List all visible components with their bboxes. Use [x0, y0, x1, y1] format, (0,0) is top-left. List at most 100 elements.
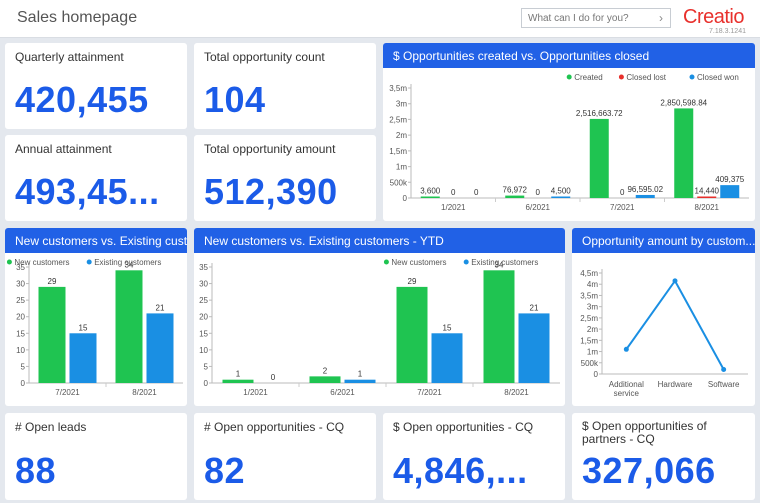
y-tick-label: 30 [199, 280, 208, 289]
x-tick-label: 1/2021 [441, 203, 466, 212]
legend-item: Existing customers [94, 258, 161, 267]
y-tick-label: 1m [587, 348, 598, 357]
x-tick-label: 1/2021 [243, 388, 268, 397]
search-input[interactable]: What can I do for you? › [521, 8, 671, 28]
legend-dot [566, 74, 572, 80]
bar-closed-won [551, 196, 571, 198]
kpi-value: 420,455 [15, 79, 149, 120]
bar-existing-customers [344, 379, 376, 383]
kpi-open-opportunities-amount[interactable]: $ Open opportunities - CQ 4,846,... [383, 413, 565, 500]
y-tick-label: 3,5m [580, 291, 598, 300]
data-label: 0 [620, 188, 625, 197]
chevron-right-icon[interactable]: › [659, 11, 663, 25]
legend-dot [463, 259, 469, 265]
data-label: 2,516,663.72 [576, 109, 623, 118]
y-tick-label: 4,5m [580, 269, 598, 278]
x-tick-label: 6/2021 [526, 203, 551, 212]
y-tick-label: 15 [16, 329, 25, 338]
x-tick-label: 7/2021 [55, 388, 80, 397]
y-tick-label: 20 [199, 313, 208, 322]
kpi-annual-attainment[interactable]: Annual attainment 493,45... [5, 135, 187, 221]
kpi-quarterly-attainment[interactable]: Quarterly attainment 420,455 [5, 43, 187, 129]
y-tick-label: 3m [587, 303, 598, 312]
chart-title: New customers vs. Existing customers - Y… [194, 228, 565, 253]
y-tick-label: 0 [403, 194, 408, 203]
x-tick-label: 7/2021 [417, 388, 442, 397]
bar-created [505, 195, 525, 198]
bar-new-customers [38, 286, 66, 383]
bar-new-customers [309, 376, 341, 383]
kpi-opportunity-count[interactable]: Total opportunity count 104 [194, 43, 376, 129]
data-label: 34 [495, 260, 504, 269]
x-tick-label: 8/2021 [695, 203, 720, 212]
chart-new-vs-existing[interactable]: New customers vs. Existing cust... 0 5 10 1… [5, 228, 187, 406]
y-tick-label: 1,5m [389, 147, 407, 156]
x-tick-label: 6/2021 [330, 388, 355, 397]
kpi-label: # Open leads [15, 420, 87, 434]
legend-item: Existing customers [471, 258, 538, 267]
kpi-open-leads[interactable]: # Open leads 88 [5, 413, 187, 500]
data-label: 4,500 [551, 187, 572, 196]
chart-title: $ Opportunities created vs. Opportunitie… [383, 43, 755, 68]
x-tick-label: 7/2021 [610, 203, 635, 212]
x-tick-label: service [614, 389, 640, 398]
legend-item: Closed lost [626, 73, 666, 82]
legend-dot [383, 259, 389, 265]
bar-new-customers [115, 270, 143, 383]
data-label: 34 [125, 260, 134, 269]
chart-svg: 0 5 10 15 20 25 30 35 7/2021 29 15 8/2021 34 21 Existi… [6, 258, 183, 397]
bar-existing-customers [69, 333, 97, 383]
bar-closed-won [635, 194, 655, 198]
data-label: 21 [530, 303, 539, 312]
chart-title: Opportunity amount by custom... [572, 228, 755, 253]
y-tick-label: 2m [587, 325, 598, 334]
kpi-label: Quarterly attainment [15, 50, 124, 64]
x-tick-label: Software [708, 380, 740, 389]
chart-svg: 0 500k 1m 1,5m 2m 2,5m 3m 3,5m 4m 4,5m Additionals… [580, 269, 748, 398]
kpi-open-opportunities[interactable]: # Open opportunities - CQ 82 [194, 413, 376, 500]
chart-opportunity-by-category[interactable]: Opportunity amount by custom... 0 500k 1m 1… [572, 228, 755, 406]
y-tick-label: 3,5m [389, 84, 407, 93]
bar-created [589, 118, 609, 198]
y-tick-label: 10 [16, 346, 25, 355]
data-label: 0 [536, 188, 541, 197]
kpi-value: 82 [204, 450, 246, 491]
bar-new-customers [483, 270, 515, 383]
y-tick-label: 1,5m [580, 336, 598, 345]
x-tick-label: Hardware [658, 380, 693, 389]
kpi-value: 88 [15, 450, 57, 491]
y-tick-label: 2,5m [580, 314, 598, 323]
data-label: 14,440 [695, 187, 720, 196]
chart-opportunities-created-closed[interactable]: $ Opportunities created vs. Opportunitie… [383, 43, 755, 221]
legend-dot [618, 74, 624, 80]
y-tick-label: 0 [204, 379, 209, 388]
y-tick-label: 25 [16, 296, 25, 305]
data-point [721, 367, 727, 373]
y-tick-label: 4m [587, 280, 598, 289]
x-tick-label: 8/2021 [504, 388, 529, 397]
bar-closed-won [720, 185, 740, 198]
y-tick-label: 1m [396, 163, 407, 172]
legend-item: New customers [391, 258, 446, 267]
data-label: 29 [48, 277, 57, 286]
chart-title: New customers vs. Existing cust... [5, 228, 187, 253]
kpi-partners-opportunities[interactable]: $ Open opportunities of partners - CQ 32… [572, 413, 755, 500]
kpi-value: 327,066 [582, 450, 716, 491]
data-label: 76,972 [503, 186, 528, 195]
y-tick-label: 2m [396, 131, 407, 140]
chart-new-vs-existing-ytd[interactable]: New customers vs. Existing customers - Y… [194, 228, 565, 406]
y-tick-label: 3m [396, 100, 407, 109]
data-label: 2,850,598.84 [660, 98, 707, 107]
data-label: 0 [474, 188, 479, 197]
data-label: 3,600 [420, 187, 441, 196]
series-line [625, 278, 725, 370]
data-label: 15 [79, 323, 88, 332]
kpi-value: 4,846,... [393, 450, 528, 491]
y-tick-label: 15 [199, 329, 208, 338]
kpi-opportunity-amount[interactable]: Total opportunity amount 512,390 [194, 135, 376, 221]
bar-created [420, 196, 440, 198]
bar-existing-customers [431, 333, 463, 383]
bar-closed-lost [697, 196, 717, 198]
kpi-value: 512,390 [204, 171, 338, 212]
